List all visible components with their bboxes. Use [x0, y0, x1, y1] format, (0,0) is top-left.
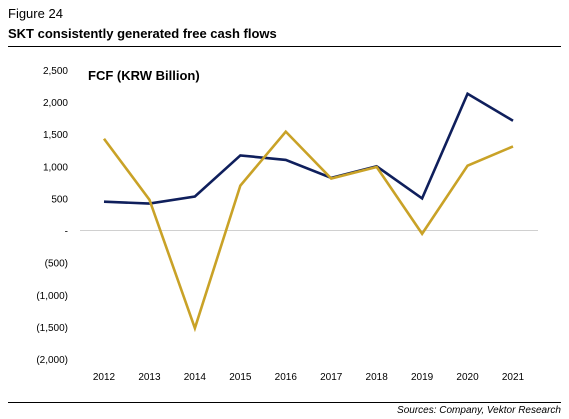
series-lines [102, 91, 514, 333]
x-tick-label: 2019 [411, 372, 434, 383]
x-tick-label: 2015 [229, 372, 252, 383]
x-tick-label: 2021 [502, 372, 525, 383]
x-tick-label: 2012 [93, 372, 116, 383]
x-tick-label: 2018 [366, 372, 389, 383]
figure-label: Figure 24 [8, 6, 63, 21]
y-tick-label: 2,000 [43, 98, 68, 109]
chart-title: FCF (KRW Billion) [88, 68, 200, 83]
series-line-navy [103, 91, 514, 205]
y-tick-label: (1,000) [36, 291, 68, 302]
y-tick-label: - [65, 227, 68, 238]
x-tick-label: 2013 [138, 372, 161, 383]
y-axis: 2,500 2,000 1,500 1,000 500 - (500) (1,000) (1,5… [36, 66, 68, 366]
y-tick-label: (2,000) [36, 355, 68, 366]
x-tick-label: 2016 [275, 372, 298, 383]
y-tick-label: (1,500) [36, 323, 68, 334]
source-note: Sources: Company, Vektor Research [397, 405, 561, 416]
x-tick-label: 2020 [456, 372, 479, 383]
top-rule [8, 46, 561, 47]
y-tick-label: 500 [51, 194, 68, 205]
x-tick-label: 2014 [184, 372, 207, 383]
x-tick-label: 2017 [320, 372, 343, 383]
y-tick-label: 1,500 [43, 130, 68, 141]
y-tick-label: (500) [45, 259, 68, 270]
bottom-rule [8, 402, 561, 403]
y-tick-label: 1,000 [43, 162, 68, 173]
y-tick-label: 2,500 [43, 66, 68, 77]
x-axis: 2012 2013 2014 2015 2016 2017 2018 2019 2020 2021 [93, 372, 525, 383]
figure-title: SKT consistently generated free cash flo… [8, 26, 277, 41]
series-line-gold [102, 129, 514, 333]
